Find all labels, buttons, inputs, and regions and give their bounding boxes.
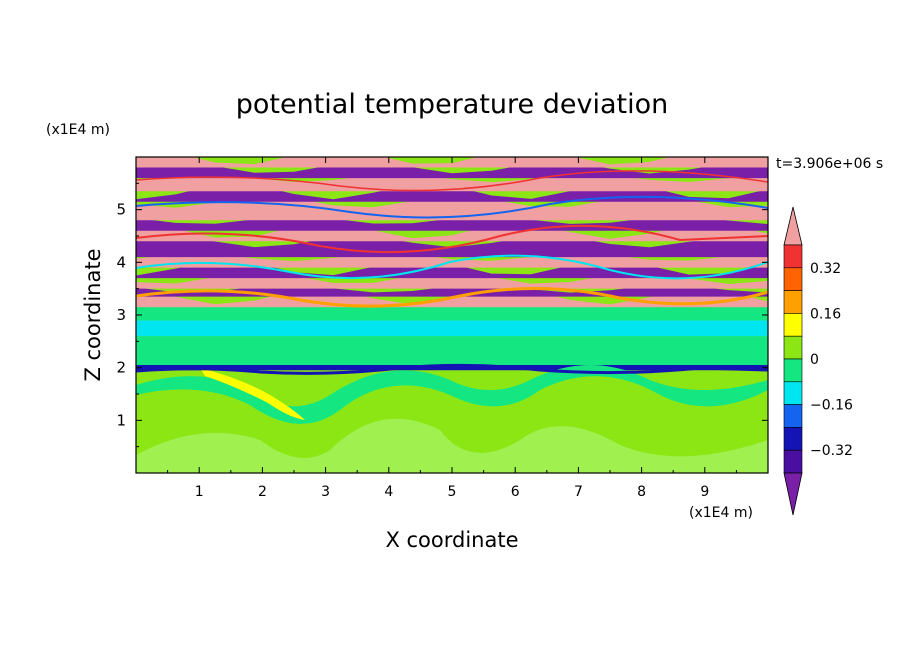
- y-tick-label: 3: [116, 306, 126, 324]
- colorbar-swatch: [783, 244, 803, 269]
- warm-streak: [200, 368, 305, 420]
- x-axis-label: X coordinate: [385, 528, 518, 552]
- colorbar-swatch: [783, 404, 803, 428]
- x-tick-label: 4: [384, 484, 393, 500]
- colorbar-swatch: [783, 449, 803, 474]
- y-tick-label: 2: [116, 359, 126, 377]
- x-tick-label: 8: [637, 484, 646, 500]
- x-tick-label: 9: [700, 484, 709, 500]
- x-tick-label: 1: [195, 484, 204, 500]
- contour-plot-area: [136, 157, 768, 473]
- colorbar-tick-label: 0.16: [810, 306, 841, 322]
- colorbar-tick-label: 0.32: [810, 261, 841, 277]
- colorbar-swatch: [783, 427, 803, 451]
- contour-band: [136, 161, 768, 179]
- x-tick-label: 6: [511, 484, 520, 500]
- colorbar-swatch: [783, 313, 803, 337]
- x-unit-label: (x1E4 m): [689, 505, 753, 521]
- y-axis-ticks: 1 2 3 4 5: [116, 182, 768, 448]
- y-axis-label: Z coordinate: [81, 248, 105, 381]
- colorbar-swatch: [783, 290, 803, 314]
- contour-band: [136, 174, 768, 192]
- colorbar-swatch: [783, 267, 803, 291]
- cyan-shelf: [136, 322, 768, 332]
- x-tick-label: 7: [574, 484, 583, 500]
- colorbar-labels: 0.32 0.16 0 −0.16 −0.32: [810, 261, 853, 459]
- y-tick-label: 5: [116, 201, 126, 219]
- colorbar-swatch: [783, 335, 803, 360]
- x-tick-label: 5: [448, 484, 457, 500]
- x-tick-label: 2: [258, 484, 267, 500]
- colorbar: [783, 206, 803, 516]
- chart-title: potential temperature deviation: [236, 89, 668, 120]
- colorbar-min-arrow: [783, 472, 803, 516]
- time-label: t=3.906e+06 s: [776, 156, 883, 172]
- colorbar-max-arrow: [783, 206, 803, 246]
- filament-1: [136, 286, 768, 308]
- lower-blob: [136, 418, 768, 473]
- filament-4: [136, 195, 768, 219]
- colorbar-tick-label: 0: [810, 352, 819, 368]
- colorbar-swatch: [783, 381, 803, 405]
- y-unit-label: (x1E4 m): [46, 122, 110, 138]
- cold-streak: [136, 363, 768, 375]
- contour-detail: [136, 170, 768, 473]
- contour-band: [136, 336, 768, 366]
- contour-band: [136, 307, 768, 321]
- filament-5: [136, 170, 768, 192]
- colorbar-swatch: [783, 358, 803, 383]
- contour-band: [136, 235, 768, 258]
- colorbar-tick-label: −0.16: [810, 398, 853, 414]
- x-axis-ticks: 1 2 3 4 5 6 7 8 9: [167, 157, 737, 500]
- x-tick-label: 3: [321, 484, 330, 500]
- y-tick-label: 1: [116, 411, 126, 429]
- y-tick-label: 4: [116, 253, 126, 271]
- lower-wave: [136, 365, 768, 424]
- filament-2: [136, 254, 768, 280]
- contour-band: [136, 195, 768, 221]
- colorbar-tick-label: −0.32: [810, 443, 853, 459]
- contour-band: [136, 157, 768, 168]
- filament-3: [136, 224, 768, 254]
